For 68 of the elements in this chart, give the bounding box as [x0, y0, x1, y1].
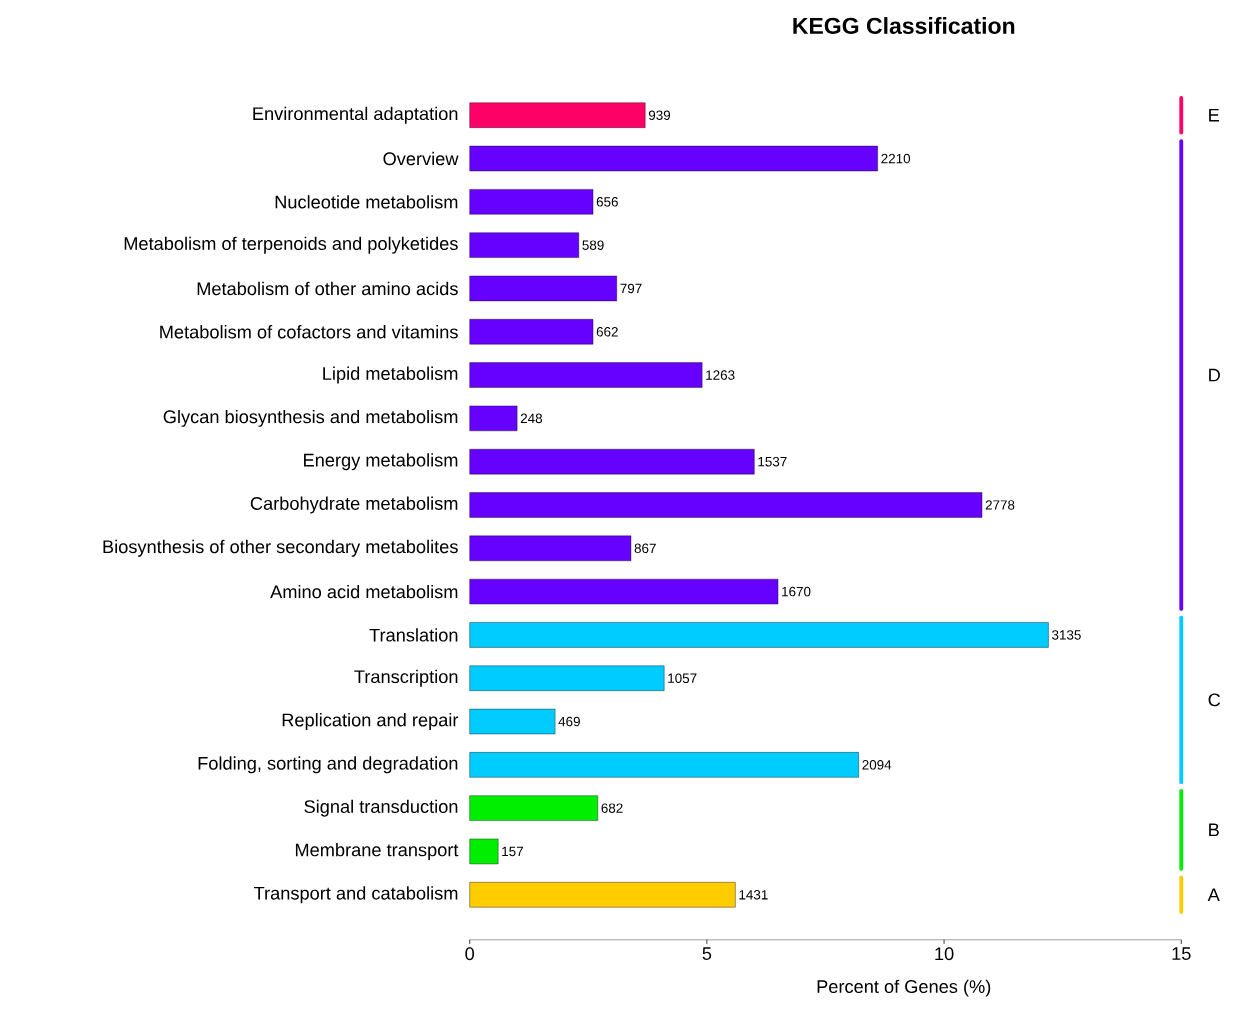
text: E — [1209, 109, 1220, 122]
annotation: 867 — [634, 543, 656, 554]
y-tick-label: Metabolism of terpenoids and polyketides — [124, 236, 458, 254]
chart-title: KEGG Classification — [793, 17, 1015, 35]
y-tick-label: Transport and catabolism — [254, 886, 458, 904]
bar — [469, 795, 598, 821]
bar — [469, 102, 646, 129]
y-tick-label: Metabolism of cofactors and vitamins — [160, 325, 458, 339]
annotation: 797 — [620, 283, 642, 294]
annotation: 656 — [596, 197, 618, 207]
annotation: 1537 — [758, 457, 787, 467]
x-tick-label: 15 — [1172, 947, 1191, 961]
text: C — [1208, 693, 1221, 707]
bar — [469, 709, 556, 735]
bar — [469, 449, 755, 475]
x-axis-title: Percent of Genes (%) — [817, 979, 991, 997]
bar — [469, 319, 594, 345]
bar — [469, 492, 983, 518]
x-tick-label: 10 — [935, 947, 954, 961]
bar — [469, 362, 703, 388]
y-tick-label: Metabolism of other amino acids — [197, 281, 458, 296]
y-tick-label: Biosynthesis of other secondary metabolites — [103, 539, 458, 557]
bar — [469, 275, 617, 302]
x-tick-label: 5 — [702, 947, 712, 961]
annotation: 2210 — [881, 153, 911, 164]
bar — [469, 405, 518, 432]
x-tick-label: 0 — [465, 947, 475, 961]
y-tick-label: Environmental adaptation — [253, 106, 458, 124]
y-tick-label: Replication and repair — [282, 713, 459, 731]
y-tick-label: Translation — [369, 628, 458, 642]
bar — [469, 838, 499, 865]
y-tick-label: Carbohydrate metabolism — [250, 496, 458, 514]
annotation: 1431 — [739, 890, 768, 900]
y-tick-label: Signal transduction — [304, 799, 458, 817]
bar — [469, 232, 579, 258]
annotation: 3135 — [1052, 630, 1081, 640]
annotation: 589 — [582, 240, 604, 251]
bar — [469, 189, 594, 215]
y-tick-label: Folding, sorting and degradation — [198, 756, 458, 774]
y-tick-label: Overview — [383, 151, 459, 166]
y-tick-label: Nucleotide metabolism — [275, 195, 458, 209]
bar — [469, 535, 632, 562]
bar — [469, 665, 665, 691]
annotation: 469 — [558, 716, 580, 727]
bar — [469, 146, 878, 172]
annotation: 682 — [601, 803, 623, 814]
y-tick-label: Amino acid metabolism — [270, 585, 458, 599]
y-tick-label: Lipid metabolism — [323, 366, 458, 384]
annotation: 662 — [596, 327, 618, 337]
text: A — [1207, 888, 1220, 902]
annotation: 939 — [648, 110, 671, 121]
bar — [469, 622, 1049, 648]
y-tick-label: Energy metabolism — [304, 453, 458, 471]
text: B — [1209, 823, 1219, 837]
bar — [469, 579, 779, 605]
y-tick-label: Transcription — [354, 669, 458, 687]
y-tick-label: Glycan biosynthesis and metabolism — [163, 410, 458, 427]
bar — [469, 752, 859, 778]
annotation: 1057 — [668, 673, 697, 684]
annotation: 157 — [502, 846, 523, 857]
annotation: 248 — [520, 413, 543, 424]
y-tick-label: Membrane transport — [295, 843, 459, 861]
annotation: 2094 — [862, 760, 892, 770]
bar — [469, 882, 736, 908]
annotation: 1263 — [706, 370, 735, 380]
annotation: 1670 — [782, 586, 811, 597]
text: D — [1209, 368, 1220, 382]
annotation: 2778 — [985, 500, 1015, 510]
